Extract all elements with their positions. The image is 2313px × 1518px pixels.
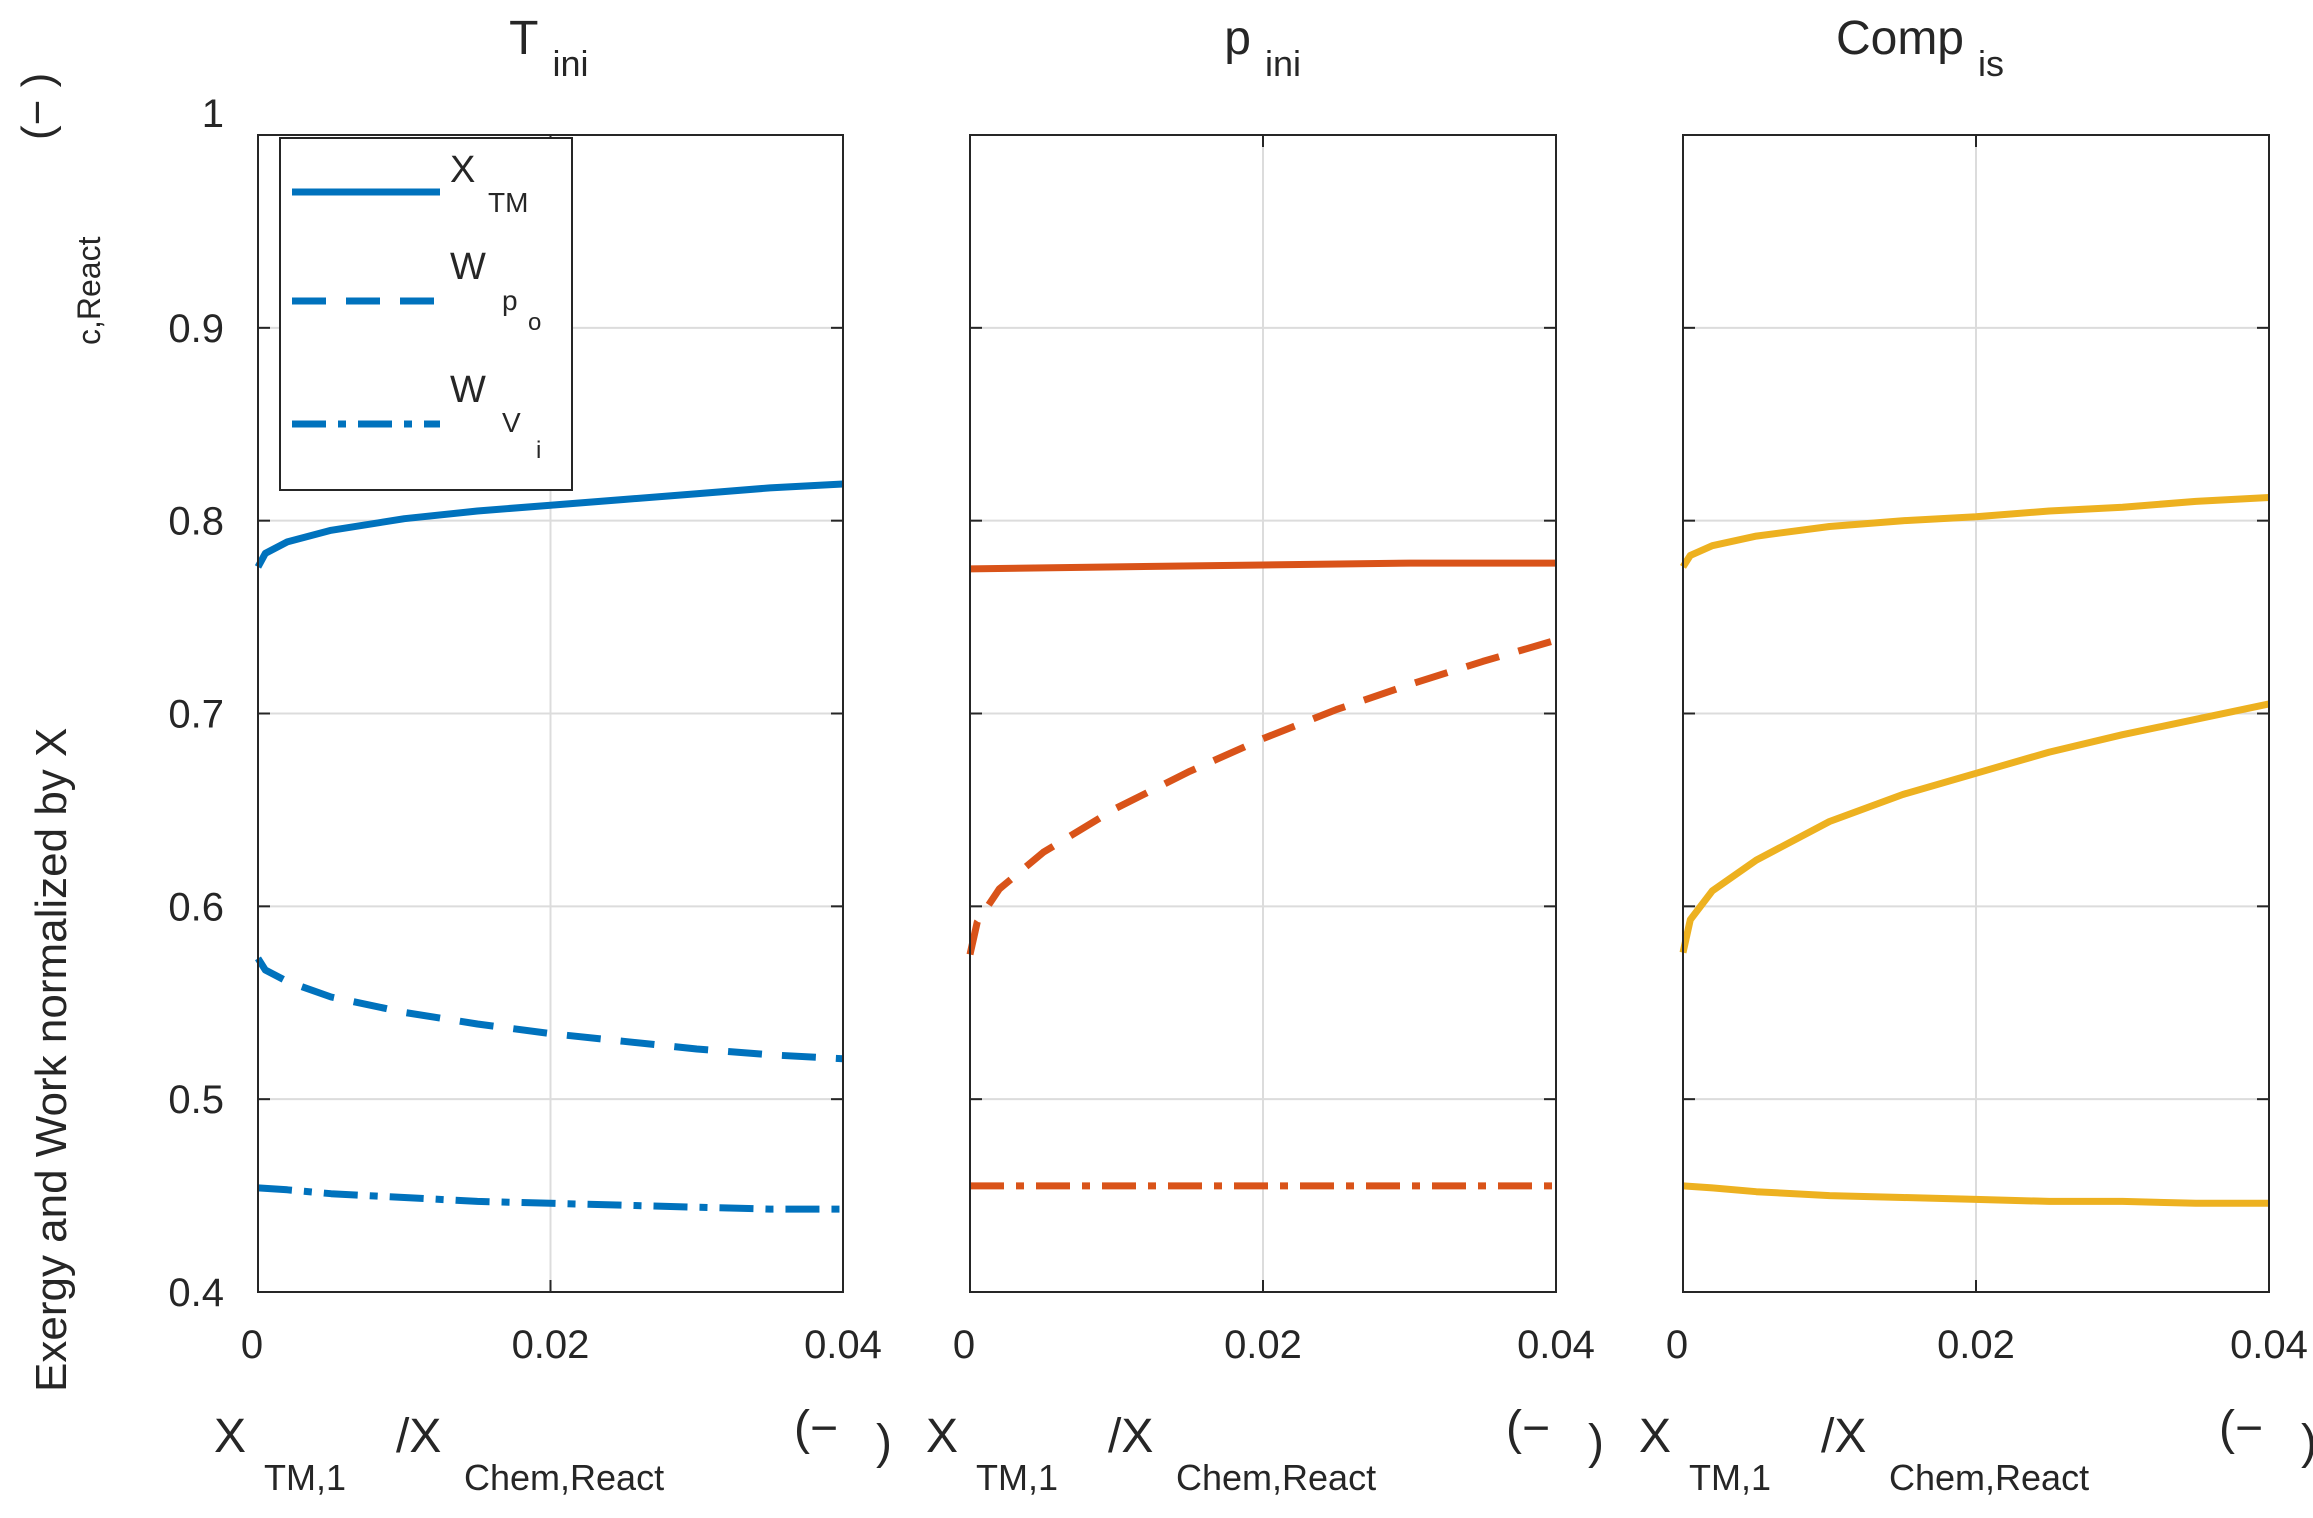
x-tick-label: 0 [953, 1323, 975, 1367]
x-tick-label: 0 [1666, 1323, 1688, 1367]
legend-label-wpo-sub: p [502, 285, 518, 316]
y-tick-label: 0.7 [168, 693, 224, 737]
panel-title-subscript: is [1978, 43, 2004, 84]
legend-label-xtm-sub: TM [488, 187, 528, 218]
x-axis-label-unit: ) [1588, 1416, 1604, 1469]
series-line-x-tm [969, 559, 1556, 573]
panel-1: 0.4 0.5 0.6 0.7 0.8 0.9 1 0 0.02 0.04 T ini X TM,1/X C… [168, 12, 892, 1498]
x-axis-label-unit: (− [794, 1402, 838, 1455]
legend-label-wpo-subsub: o [528, 309, 541, 336]
y-tick-label: 0.4 [168, 1271, 224, 1315]
legend-label-xtm: X [450, 149, 475, 191]
y-tick-label: 0.6 [168, 885, 224, 929]
x-axis-label: X [214, 1410, 246, 1463]
x-axis-label-divider: /X [1108, 1410, 1153, 1463]
legend-label-wpo: W [450, 246, 486, 288]
x-tick-label: 0 [241, 1323, 263, 1367]
series-line-w-po [966, 636, 1557, 956]
series-line-w-po [255, 956, 844, 1063]
legend-box [279, 137, 573, 491]
panel-title: Comp [1836, 12, 1964, 65]
x-axis-label-subscript: Chem,React [1889, 1457, 2089, 1498]
x-tick-label: 0.04 [1517, 1323, 1595, 1367]
x-tick-label: 0.02 [512, 1323, 590, 1367]
panel-title: p [1224, 12, 1251, 65]
series-line-w-vi [1682, 1182, 2269, 1207]
series-line-x-tm [1680, 494, 2270, 569]
legend-label-wvi-subsub: i [536, 437, 541, 464]
legend-label-wvi-sub: V [502, 407, 521, 438]
y-tick-label: 0.9 [168, 307, 224, 351]
x-tick-label: 0.04 [2230, 1323, 2308, 1367]
x-tick-label: 0.04 [804, 1323, 882, 1367]
x-axis-label-subscript: Chem,React [464, 1457, 664, 1498]
panel-2: 0 0.02 0.04 p ini X TM,1/X Chem,React (−) [926, 12, 1604, 1498]
legend-label-wvi: W [450, 369, 486, 411]
y-axis-label-subscript: c,React [71, 236, 107, 345]
x-axis-label-divider: /X [1821, 1410, 1866, 1463]
x-tick-label: 0.02 [1937, 1323, 2015, 1367]
panel-title-subscript: ini [1265, 43, 1301, 84]
series-line-w-po [1679, 700, 2270, 954]
panel-title-subscript: ini [553, 43, 589, 84]
series-line-w-vi [257, 1184, 843, 1213]
series-line-x-tm [254, 480, 844, 569]
x-axis-label-unit: ) [876, 1416, 892, 1469]
x-axis-label: X [926, 1410, 958, 1463]
y-tick-label: 0.8 [168, 500, 224, 544]
x-axis-label-unit: ) [2301, 1416, 2313, 1469]
panels: 0.4 0.5 0.6 0.7 0.8 0.9 1 0 0.02 0.04 T ini X TM,1/X C… [168, 12, 2313, 1498]
x-axis-label-subscript: TM,1 [264, 1457, 346, 1498]
y-axis-label: Exergy and Work normalized by X [27, 728, 76, 1392]
x-tick-label: 0.02 [1224, 1323, 1302, 1367]
x-axis-label-unit: (− [1506, 1402, 1550, 1455]
x-axis-label-subscript: TM,1 [976, 1457, 1058, 1498]
y-tick-label: 1 [202, 92, 224, 136]
x-axis-label: X [1639, 1410, 1671, 1463]
x-axis-label-subscript: TM,1 [1689, 1457, 1771, 1498]
panel-title: T [509, 12, 538, 65]
y-tick-label: 0.5 [168, 1078, 224, 1122]
y-axis-label-unit: (− ) [13, 73, 62, 140]
legend: X TM W p o W V i [279, 137, 573, 491]
x-axis-label-unit: (− [2219, 1402, 2263, 1455]
x-axis-label-subscript: Chem,React [1176, 1457, 1376, 1498]
x-axis-label-divider: /X [396, 1410, 441, 1463]
